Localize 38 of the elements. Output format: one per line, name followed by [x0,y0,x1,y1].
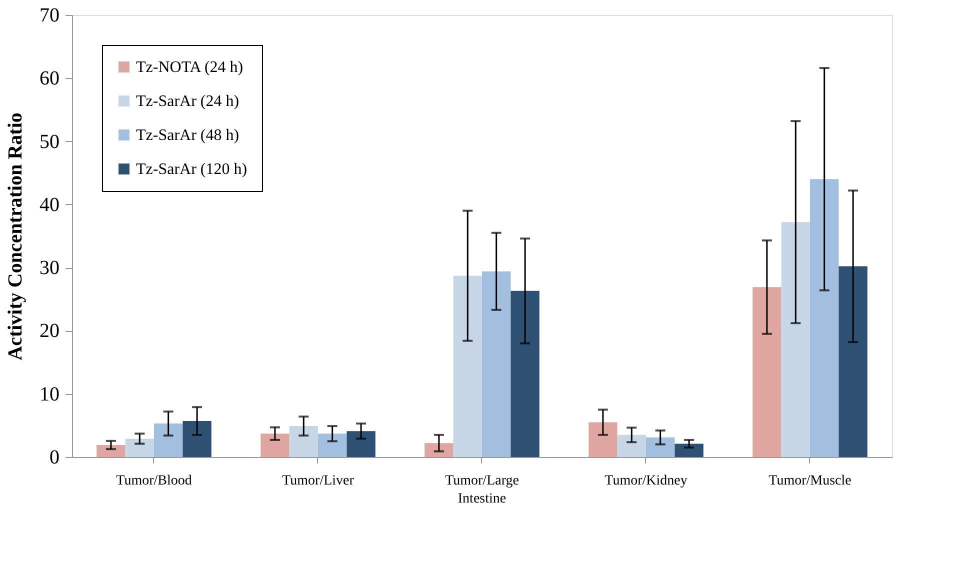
bar [318,434,347,457]
y-tick-label: 60 [40,68,60,90]
x-tick-label: Tumor/Liver [282,474,354,488]
bar [838,266,868,457]
y-tick-label: 10 [40,383,60,406]
bar [424,443,454,457]
x-tick-label: Tumor/Muscle [768,474,852,488]
bar [260,434,290,457]
x-tick-label: Tumor/Large Intestine [445,474,519,506]
bar [810,179,839,457]
y-axis-title: Activity Concentration Ratio [4,112,26,360]
bar [617,434,646,457]
bar [289,426,318,457]
bar [674,444,704,457]
bar [154,424,183,457]
bar [96,445,126,457]
x-tick-label: Tumor/Blood [116,474,192,488]
y-tick-label: 30 [40,257,60,280]
y-tick-label: 50 [40,130,60,153]
bar [752,287,782,457]
bar [510,290,540,457]
x-tick-label: Tumor/Kidney [604,474,688,488]
legend-label: Tz-SarAr (120 h) [136,161,248,178]
y-tick-label: 70 [40,4,60,26]
bar [346,431,376,457]
bar [781,222,810,457]
bar [482,271,511,457]
bar [453,276,482,457]
bar [125,438,154,457]
bar [588,422,618,457]
legend-label: Tz-SarAr (24 h) [136,93,240,110]
bar [182,421,212,457]
legend-label: Tz-NOTA (24 h) [136,59,244,76]
bar [646,437,675,457]
y-tick-label: 0 [50,446,60,468]
legend-label: Tz-SarAr (48 h) [136,127,240,144]
y-tick-label: 40 [40,194,60,216]
y-tick-label: 20 [40,320,60,342]
